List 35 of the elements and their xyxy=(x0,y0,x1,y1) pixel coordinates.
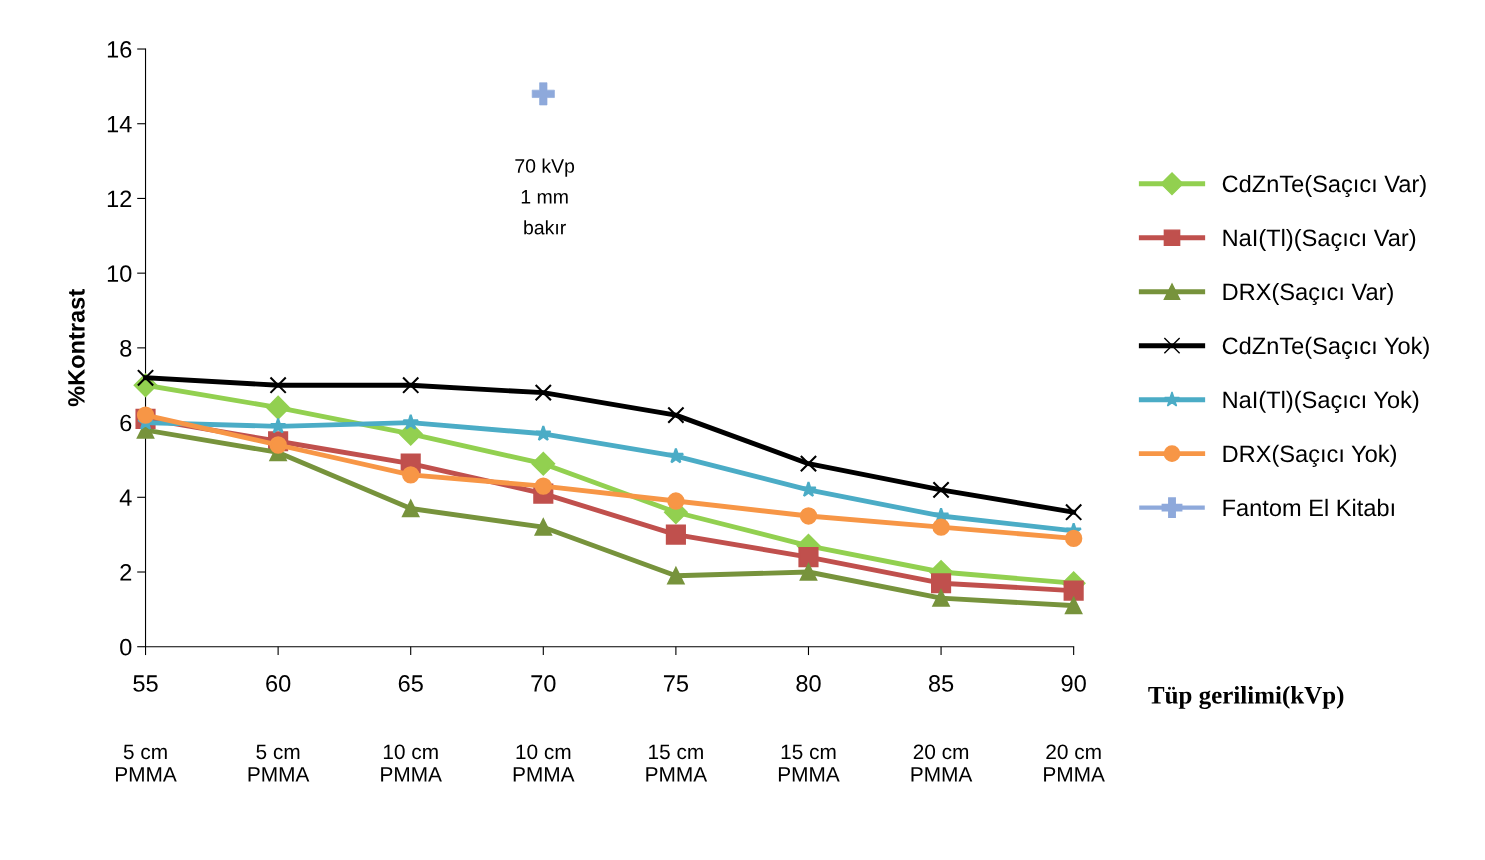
y-tick-label: 2 xyxy=(120,564,132,581)
y-tick-label: 16 xyxy=(107,41,132,58)
y-tick-label: 14 xyxy=(107,116,132,133)
text: 10 cm PMMA xyxy=(381,744,442,782)
legend-label: NaI(Tl)(Saçıcı Yok) xyxy=(1223,390,1419,413)
legend-label: Fantom El Kitabı xyxy=(1223,498,1394,517)
legend-label: CdZnTe(Saçıcı Var) xyxy=(1222,174,1426,198)
text: 10 cm PMMA xyxy=(513,744,575,782)
legend-label: DRX(Saçıcı Yok) xyxy=(1223,444,1396,467)
y-tick-label: 8 xyxy=(120,339,132,357)
y-tick-label: 10 xyxy=(107,265,132,282)
y-tick-label: 6 xyxy=(120,414,132,432)
text: 20 cm PMMA xyxy=(1044,744,1105,782)
text: 15 cm PMMA xyxy=(778,744,840,782)
y-tick-label: 12 xyxy=(107,190,132,207)
text: 20 cm PMMA xyxy=(911,744,973,782)
x-tick-label: 80 xyxy=(796,675,821,692)
annotation: 70 kVp 1 mm bakır xyxy=(515,158,575,235)
legend-label: DRX(Saçıcı Var) xyxy=(1223,282,1393,305)
text: 5 cm PMMA xyxy=(115,744,177,782)
y-axis-title: %Kontrast xyxy=(68,289,85,407)
y-tick-label: 0 xyxy=(120,638,132,656)
x-tick-label: 70 xyxy=(531,675,556,692)
x-tick-label: 60 xyxy=(266,675,291,692)
legend-label: NaI(Tl)(Saçıcı Var) xyxy=(1223,228,1416,251)
x-tick-label: 75 xyxy=(663,675,689,692)
x-axis-title: Tüp gerilimi(kVp) xyxy=(1148,686,1344,709)
x-tick-label: 90 xyxy=(1061,675,1086,692)
legend-label: CdZnTe(Saçıcı Yok) xyxy=(1222,336,1429,359)
x-tick-label: 85 xyxy=(928,675,954,692)
x-tick-label: 65 xyxy=(398,675,423,692)
text: 5 cm PMMA xyxy=(248,744,310,782)
text: 15 cm PMMA xyxy=(646,744,708,782)
y-tick-label: 4 xyxy=(119,489,132,506)
x-tick-label: 55 xyxy=(133,675,158,692)
